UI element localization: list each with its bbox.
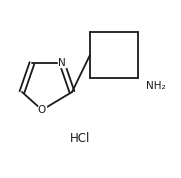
Text: NH₂: NH₂ bbox=[146, 81, 166, 91]
Text: N: N bbox=[58, 58, 66, 68]
Polygon shape bbox=[58, 59, 66, 67]
Text: HCl: HCl bbox=[70, 132, 90, 145]
Polygon shape bbox=[38, 106, 46, 114]
Text: O: O bbox=[38, 105, 46, 115]
